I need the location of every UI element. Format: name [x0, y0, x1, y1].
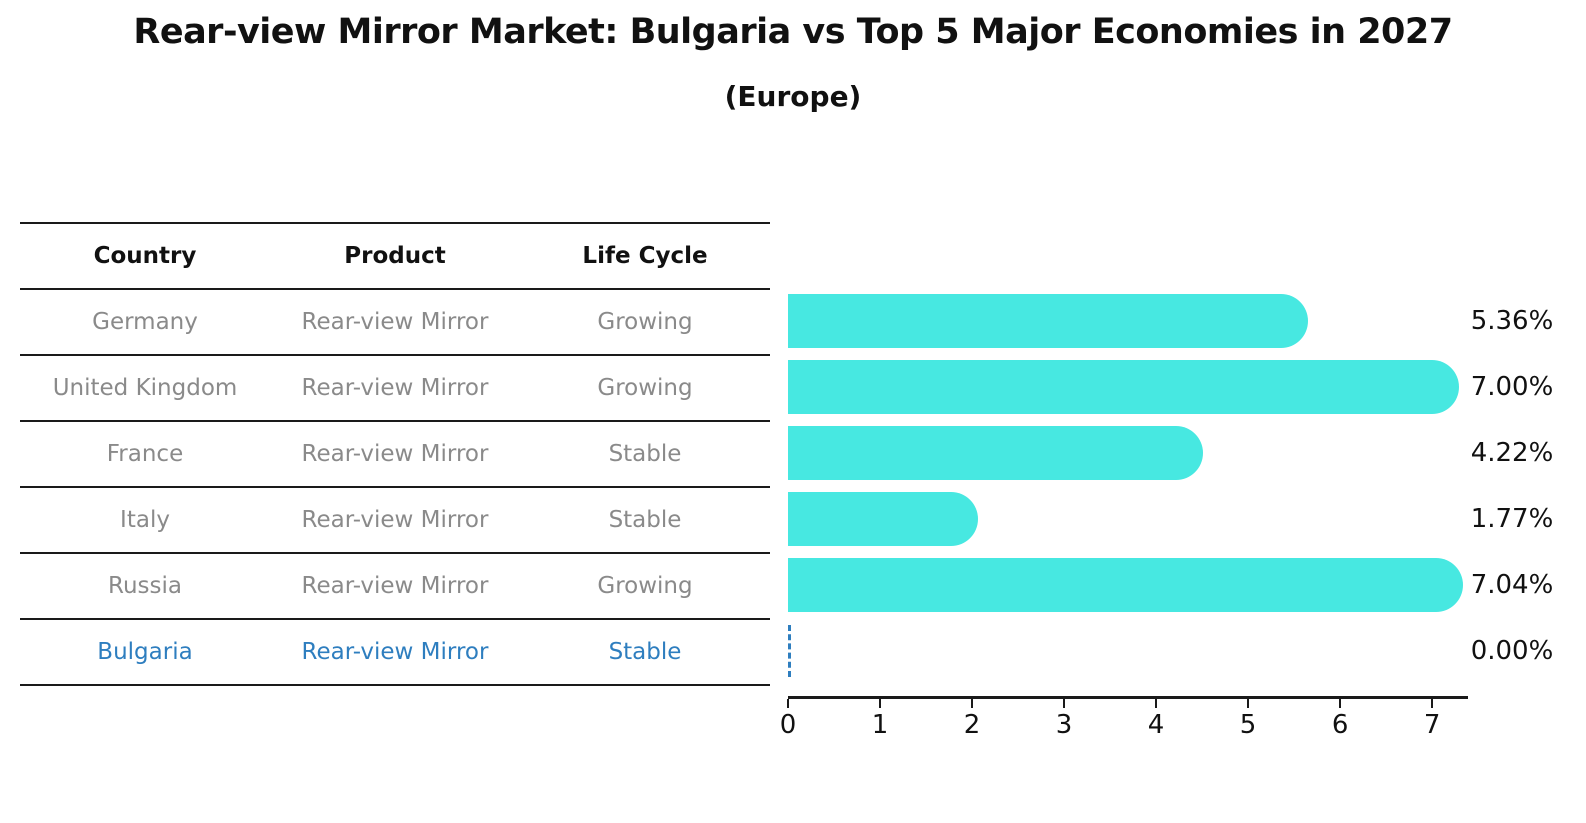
bar-italy — [788, 492, 978, 546]
x-tick-label: 2 — [963, 710, 981, 740]
x-axis: 0 1 2 3 4 5 6 7 — [780, 696, 1468, 756]
x-tick-label: 7 — [1423, 710, 1441, 740]
x-tick-label: 0 — [779, 710, 797, 740]
table-row: Italy Rear-view Mirror Stable — [20, 488, 770, 554]
x-tick-mark — [1339, 699, 1342, 708]
table-cell: Germany — [92, 309, 198, 335]
value-label: 4.22% — [1470, 438, 1554, 468]
bar-plot — [788, 288, 1468, 684]
x-tick-mark — [971, 699, 974, 708]
value-label-column: 5.36% 7.00% 4.22% 1.77% 7.04% 0.00% — [1452, 288, 1572, 684]
country-table: Country Product Life Cycle Germany Rear-vie… — [20, 222, 770, 686]
table-cell: Bulgaria — [97, 639, 193, 665]
bar-russia — [788, 558, 1463, 612]
bar-germany — [788, 294, 1309, 348]
table-cell: United Kingdom — [52, 375, 238, 401]
x-tick-label: 5 — [1239, 710, 1257, 740]
x-tick-mark — [1063, 699, 1066, 708]
x-tick-label: 1 — [871, 710, 889, 740]
table-cell: Growing — [597, 309, 693, 335]
table-row: Bulgaria Rear-view Mirror Stable — [20, 620, 770, 686]
bar-france — [788, 426, 1204, 480]
table-row: Russia Rear-view Mirror Growing — [20, 554, 770, 620]
table-row: France Rear-view Mirror Stable — [20, 422, 770, 488]
table-cell: Rear-view Mirror — [301, 309, 489, 335]
x-tick-mark — [1155, 699, 1158, 708]
value-label: 1.77% — [1470, 504, 1554, 534]
column-header: Life Cycle — [582, 243, 708, 269]
table-cell: France — [106, 441, 184, 467]
x-axis-line — [788, 696, 1468, 699]
x-tick-mark — [1247, 699, 1250, 708]
table-cell: Rear-view Mirror — [301, 507, 489, 533]
table-cell: Rear-view Mirror — [301, 441, 489, 467]
table-cell: Stable — [608, 441, 682, 467]
table-cell: Rear-view Mirror — [301, 375, 489, 401]
x-tick-label: 3 — [1055, 710, 1073, 740]
table-cell: Growing — [597, 573, 693, 599]
value-label: 7.04% — [1470, 570, 1554, 600]
bar-united-kingdom — [788, 360, 1460, 414]
value-label: 7.00% — [1470, 372, 1554, 402]
chart-title: Rear-view Mirror Market: Bulgaria vs Top… — [133, 12, 1453, 52]
table-row: Germany Rear-view Mirror Growing — [20, 290, 770, 356]
x-tick-mark — [879, 699, 882, 708]
table-cell: Rear-view Mirror — [301, 639, 489, 665]
x-tick-mark — [787, 699, 789, 708]
table-cell: Growing — [597, 375, 693, 401]
zero-bar-marker-bulgaria — [788, 625, 791, 677]
table-header-row: Country Product Life Cycle — [20, 224, 770, 290]
table-cell: Stable — [608, 639, 682, 665]
table-cell: Russia — [108, 573, 182, 599]
value-label: 0.00% — [1470, 636, 1554, 666]
x-tick-label: 6 — [1331, 710, 1349, 740]
table-row: United Kingdom Rear-view Mirror Growing — [20, 356, 770, 422]
table-cell: Rear-view Mirror — [301, 573, 489, 599]
column-header: Country — [93, 243, 197, 269]
table-body: Germany Rear-view Mirror Growing United Kin… — [20, 290, 770, 686]
table-cell: Stable — [608, 507, 682, 533]
value-label: 5.36% — [1470, 306, 1554, 336]
chart-subtitle: (Europe) — [724, 80, 862, 113]
column-header: Product — [344, 243, 446, 269]
x-tick-label: 4 — [1147, 710, 1165, 740]
table-cell: Italy — [120, 507, 170, 533]
x-tick-mark — [1431, 699, 1434, 708]
